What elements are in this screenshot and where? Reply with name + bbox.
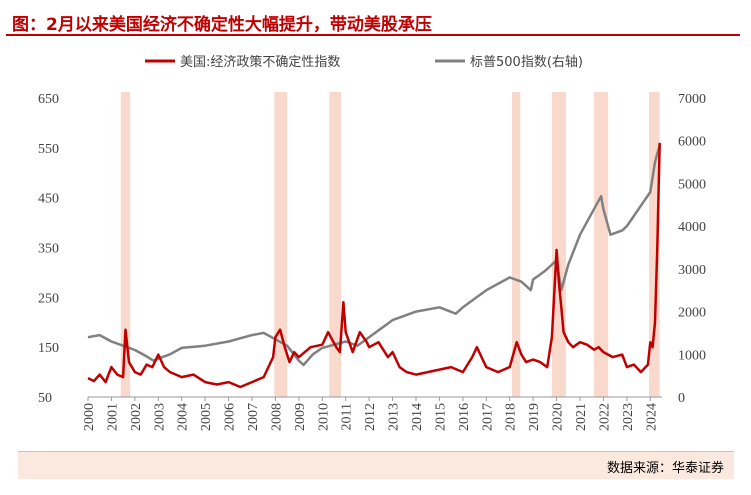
- x-tick-label: 2003: [152, 403, 167, 431]
- y-left-tick-label: 350: [38, 242, 59, 257]
- chart-area: 50 150 250 350 450 550 650 0 1000 2000 3000 4000 500…: [38, 54, 706, 431]
- x-tick-label: 2002: [129, 403, 144, 431]
- shaded-period-3: [512, 92, 521, 397]
- y-left-tick-label: 650: [38, 92, 59, 107]
- y-left-tick-label: 150: [38, 341, 59, 356]
- x-tick-label: 2007: [246, 403, 261, 431]
- y-right-tick-label: 0: [678, 391, 685, 406]
- chart-title: 图：2月以来美国经济不确定性大幅提升，带动美股承压: [12, 15, 432, 35]
- legend-label-epu: 美国:经济政策不确定性指数: [180, 54, 340, 70]
- x-tick-label: 2000: [82, 403, 97, 431]
- shaded-period-1: [274, 92, 288, 397]
- shaded-period-6: [649, 92, 660, 397]
- x-tick-label: 2013: [387, 403, 402, 431]
- x-tick-label: 2005: [199, 403, 214, 431]
- x-tick-label: 2009: [293, 403, 308, 431]
- axes: 50 150 250 350 450 550 650 0 1000 2000 3000 4000 500…: [38, 92, 706, 431]
- y-left-tick-label: 50: [38, 391, 52, 406]
- x-tick-label: 2023: [621, 403, 636, 431]
- x-tick-label: 2020: [551, 403, 566, 431]
- shaded-period-2: [329, 92, 342, 397]
- y-left-tick-label: 550: [38, 142, 59, 157]
- x-tick-label: 2010: [316, 403, 331, 431]
- y-right-tick-label: 6000: [678, 135, 706, 150]
- x-tick-label: 2008: [269, 403, 284, 431]
- y-right-tick-label: 3000: [678, 263, 706, 278]
- y-right-tick-label: 4000: [678, 220, 706, 235]
- y-left-tick-label: 250: [38, 291, 59, 306]
- source-note: 数据来源：华泰证券: [606, 461, 724, 476]
- y-right-tick-label: 7000: [678, 92, 706, 107]
- x-tick-label: 2018: [504, 403, 519, 431]
- source-bar: 数据来源：华泰证券: [18, 451, 734, 479]
- shaded-period-0: [120, 92, 131, 397]
- series-line-spx: [87, 144, 661, 367]
- x-tick-label: 2014: [410, 403, 425, 431]
- x-tick-label: 2022: [597, 403, 612, 431]
- x-tick-label: 2016: [457, 403, 472, 431]
- shaded-period-5: [594, 92, 609, 397]
- x-tick-label: 2011: [340, 403, 355, 430]
- y-right-tick-label: 2000: [678, 306, 706, 321]
- x-tick-label: 2006: [223, 403, 238, 431]
- y-right-tick-label: 5000: [678, 177, 706, 192]
- x-tick-label: 2012: [363, 403, 378, 431]
- legend-label-spx: 标普500指数(右轴): [470, 55, 583, 70]
- x-tick-label: 2004: [176, 403, 191, 431]
- title-bar: 图：2月以来美国经济不确定性大幅提升，带动美股承压: [6, 4, 740, 36]
- y-right-tick-label: 1000: [678, 348, 706, 363]
- x-tick-label: 2024: [644, 403, 659, 431]
- legend: 美国:经济政策不确定性指数 标普500指数(右轴): [145, 54, 583, 70]
- shaded-period-4: [551, 92, 566, 397]
- x-tick-label: 2017: [480, 403, 495, 431]
- x-tick-label: 2021: [574, 403, 589, 431]
- shaded-periods: [120, 92, 660, 397]
- y-left-tick-label: 450: [38, 192, 59, 207]
- series-lines: [87, 142, 661, 389]
- x-tick-label: 2001: [105, 403, 120, 431]
- x-tick-label: 2015: [433, 403, 448, 431]
- x-tick-label: 2019: [527, 403, 542, 431]
- series-line-epu: [87, 142, 661, 389]
